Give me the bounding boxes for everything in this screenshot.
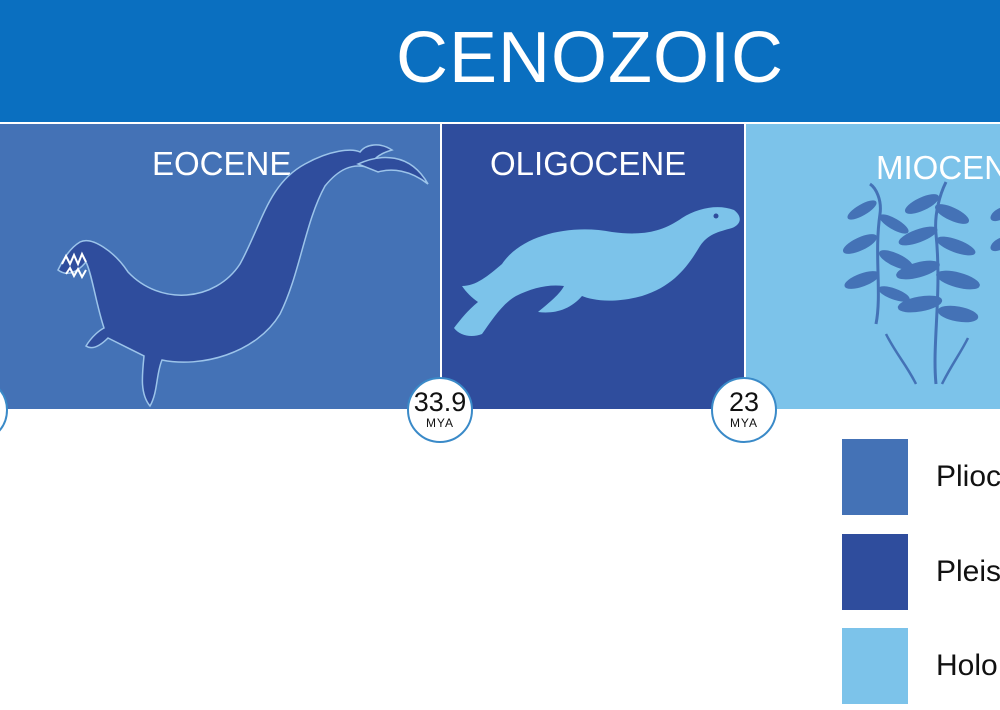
era-title: CENOZOIC: [395, 18, 784, 98]
legend-label-holocene: Holo: [936, 649, 998, 682]
marker-value: 33.9: [413, 387, 467, 417]
epoch-label-oligocene: OLIGOCENE: [490, 145, 687, 182]
legend-swatch-pleistocene: [842, 534, 908, 610]
seal-icon: [454, 207, 740, 336]
legend-label-pleistocene: Pleis: [936, 555, 1000, 588]
epoch-panel-miocene: MIOCENE: [746, 124, 1000, 409]
legend-swatch-holocene: [842, 628, 908, 704]
kelp-icon: [842, 181, 1000, 385]
era-header: CENOZOIC: [0, 0, 1000, 122]
epoch-panel-oligocene: OLIGOCENE: [442, 124, 744, 409]
epoch-panel-eocene: EOCENE: [0, 124, 440, 409]
marker-value: 23: [728, 387, 760, 417]
legend-label-pliocene: Plioc: [936, 460, 1000, 493]
marker-unit: MYA: [425, 416, 455, 430]
whale-icon: [57, 144, 429, 408]
boundary-marker-eocene-oligocene: 33.9 MYA: [407, 377, 473, 443]
boundary-marker-oligocene-miocene: 23 MYA: [711, 377, 777, 443]
epoch-label-miocene: MIOCENE: [876, 149, 1000, 186]
epoch-label-eocene: EOCENE: [152, 145, 292, 182]
marker-unit: MYA: [729, 416, 759, 430]
legend-swatch-pliocene: [842, 439, 908, 515]
